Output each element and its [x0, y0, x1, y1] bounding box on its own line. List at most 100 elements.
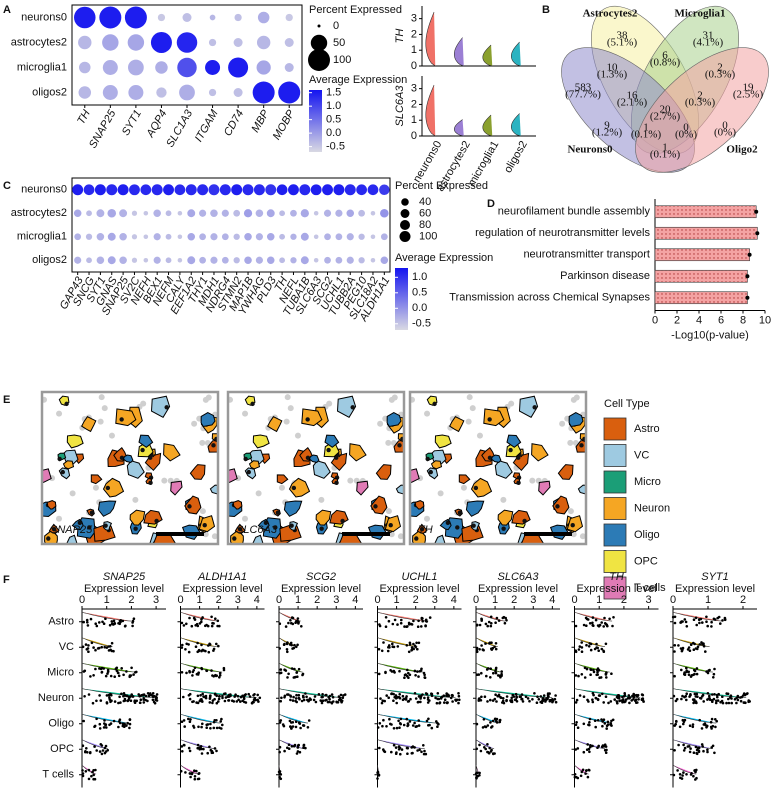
dot	[182, 12, 192, 23]
point-texture	[206, 751, 209, 755]
cell-shape	[102, 477, 125, 498]
point-texture	[313, 695, 317, 698]
x-tick-label: oligos2	[502, 139, 530, 175]
cell-shape	[557, 464, 574, 480]
venn-percent: (2.5%)	[733, 89, 764, 101]
point-texture	[673, 749, 676, 752]
point-texture	[330, 693, 334, 696]
point-texture	[183, 725, 186, 728]
point-texture	[476, 774, 480, 778]
point-texture	[397, 719, 400, 723]
cell-shape	[248, 460, 261, 470]
point-texture	[216, 619, 220, 623]
point-texture	[504, 616, 508, 620]
dot	[185, 184, 197, 196]
point-texture	[406, 724, 409, 728]
point-texture	[698, 621, 701, 625]
point-texture	[200, 643, 203, 647]
point-texture	[477, 673, 481, 676]
point-texture	[480, 644, 483, 647]
point-texture	[594, 618, 598, 622]
background-cell	[385, 508, 392, 515]
legend-title: Cell Type	[604, 398, 650, 410]
point-texture	[399, 621, 403, 625]
point-texture	[503, 621, 507, 625]
bar-end-dot	[754, 209, 759, 214]
dot	[288, 184, 299, 196]
point-texture	[548, 698, 552, 702]
cell-shape	[433, 534, 446, 544]
background-cell	[567, 439, 574, 446]
point-texture	[200, 752, 204, 755]
venn-percent: (5.1%)	[607, 37, 638, 49]
point-texture	[589, 668, 593, 671]
point-texture	[575, 721, 578, 724]
legend-swatch	[603, 550, 627, 573]
point-texture	[188, 772, 192, 775]
point-texture	[701, 745, 704, 748]
point-texture	[287, 672, 290, 676]
dot	[177, 210, 183, 216]
point-texture	[600, 647, 604, 651]
dot	[150, 31, 172, 54]
point-texture	[412, 619, 415, 623]
point-texture	[92, 777, 95, 781]
point-texture	[418, 748, 421, 752]
point-texture	[378, 624, 382, 628]
violin	[482, 114, 493, 137]
point-texture	[524, 695, 528, 698]
background-cell	[424, 515, 431, 522]
point-texture	[202, 747, 205, 751]
point-texture	[91, 701, 95, 705]
point-texture	[443, 698, 447, 701]
x-tick-label: 2	[740, 594, 746, 606]
point-texture	[187, 694, 191, 697]
point-texture	[390, 750, 393, 754]
dot	[208, 38, 217, 47]
point-texture	[687, 670, 690, 674]
cell-shape	[189, 464, 206, 480]
cell-shape	[308, 454, 320, 463]
point-texture	[336, 701, 340, 704]
point-texture	[217, 697, 221, 701]
transcript-dot	[457, 510, 463, 515]
point-texture	[673, 621, 677, 625]
point-texture	[483, 695, 487, 698]
x-tick-label: MOBP	[271, 107, 298, 142]
point-texture	[127, 696, 131, 700]
dot	[83, 184, 95, 196]
x-tick-label: 2	[674, 314, 680, 326]
point-texture	[196, 650, 199, 654]
point-texture	[410, 623, 414, 626]
legend-swatch	[603, 470, 627, 494]
point-texture	[576, 726, 580, 729]
point-texture	[377, 672, 381, 676]
point-texture	[302, 698, 306, 702]
point-texture	[193, 777, 197, 781]
point-texture	[500, 674, 503, 677]
point-texture	[102, 622, 106, 625]
dot	[96, 256, 105, 265]
point-texture	[317, 693, 321, 696]
point-texture	[106, 668, 110, 672]
point-texture	[421, 619, 425, 623]
dot	[199, 233, 206, 241]
color-tick-label: 0.5	[412, 287, 427, 299]
point-texture	[327, 696, 331, 699]
point-texture	[494, 666, 498, 670]
point-texture	[601, 720, 604, 723]
cell-shape	[375, 464, 392, 480]
point-texture	[710, 620, 713, 624]
point-texture	[719, 700, 722, 704]
point-texture	[295, 671, 299, 674]
point-texture	[400, 748, 404, 751]
background-cell	[559, 420, 566, 427]
point-texture	[376, 770, 380, 774]
dot	[346, 209, 355, 218]
background-cell	[56, 410, 63, 417]
cell-shape	[251, 534, 264, 544]
point-texture	[200, 699, 204, 703]
point-texture	[92, 769, 95, 772]
transcript-dot	[555, 504, 560, 509]
point-texture	[100, 645, 103, 649]
